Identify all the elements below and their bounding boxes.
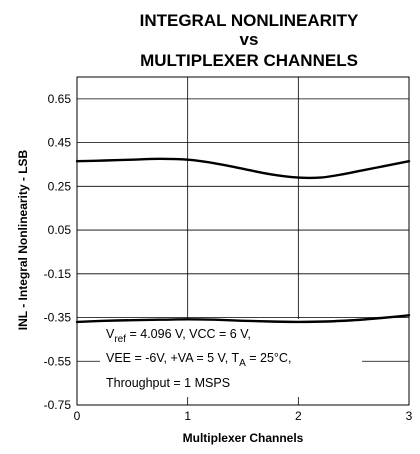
annotation-line-2-rest: = 25°C, (246, 351, 292, 365)
y-tick-label: -0.75 (44, 398, 72, 412)
annotation-box (100, 319, 362, 397)
chart-title-line-3: MULTIPLEXER CHANNELS (140, 51, 358, 70)
annotation-line-2-main: VEE = -6V, +VA = 5 V, T (106, 351, 239, 365)
chart-title-line-1: INTEGRAL NONLINEARITY (140, 11, 359, 30)
y-tick-label: 0.05 (48, 223, 72, 237)
y-axis-ticks: -0.75 -0.55 -0.35 -0.15 0.05 0.25 0.45 0.65 (44, 92, 72, 412)
chart-title-line-2: vs (240, 30, 259, 49)
y-tick-label: 0.45 (48, 136, 72, 150)
y-tick-label: 0.25 (48, 179, 72, 193)
x-tick-label: 2 (295, 409, 302, 423)
annotation-ta-subscript: A (239, 358, 246, 369)
series (75, 157, 411, 324)
series-line-2 (75, 314, 411, 324)
annotation-vref-subscript: ref (114, 334, 126, 345)
x-axis-ticks: 0 1 2 3 (74, 409, 413, 423)
annotation-line-1-rest: = 4.096 V, VCC = 6 V, (126, 327, 251, 341)
series-line-1 (75, 157, 411, 180)
y-tick-label: 0.65 (48, 92, 72, 106)
x-tick-label: 3 (406, 409, 413, 423)
x-tick-label: 1 (184, 409, 191, 423)
annotation-line-1: Vref = 4.096 V, VCC = 6 V, (106, 327, 251, 345)
y-tick-label: -0.15 (44, 267, 72, 281)
x-axis-label: Multiplexer Channels (183, 431, 304, 445)
y-tick-label: -0.35 (44, 311, 72, 325)
x-tick-label: 0 (74, 409, 81, 423)
annotation-line-3: Throughput = 1 MSPS (106, 376, 230, 390)
plot-frame (76, 76, 410, 406)
annotation-line-2: VEE = -6V, +VA = 5 V, TA = 25°C, (106, 351, 291, 369)
y-tick-label: -0.55 (44, 354, 72, 368)
annotation-vref-symbol: V (106, 327, 115, 341)
y-axis-label: INL - Integral Nonlinearity - LSB (16, 149, 30, 330)
